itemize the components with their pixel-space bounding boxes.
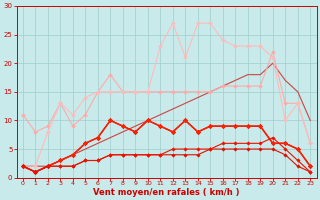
X-axis label: Vent moyen/en rafales ( km/h ): Vent moyen/en rafales ( km/h ) — [93, 188, 240, 197]
